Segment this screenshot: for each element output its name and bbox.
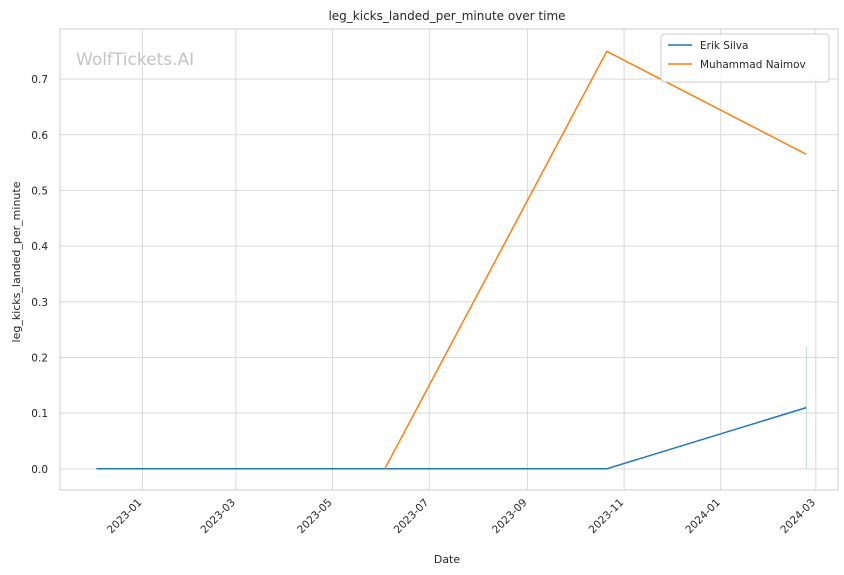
series-line-muhammad-naimov (384, 50, 807, 470)
plot-frame (59, 28, 839, 491)
x-tick-label: 2024-01 (683, 497, 723, 537)
x-tick-label: 2023-11 (587, 497, 627, 537)
x-axis-label: Date (434, 553, 461, 566)
y-axis-label: leg_kicks_landed_per_minute (10, 181, 23, 342)
y-tick-label: 0.4 (31, 241, 48, 253)
series-layer (96, 50, 807, 470)
y-tick-label: 0.6 (31, 130, 48, 142)
grid-lines (60, 29, 838, 490)
legend-label: Erik Silva (700, 40, 748, 52)
legend: Erik Silva Muhammad Naimov (660, 33, 830, 83)
legend-box (660, 33, 830, 83)
y-tick-label: 0.0 (31, 464, 48, 476)
y-tick-label: 0.7 (31, 74, 48, 86)
series-line-erik-silva (96, 406, 807, 470)
x-tick-label: 2024-03 (778, 497, 818, 537)
x-axis-ticks: 2023-01 2023-03 2023-05 2023-07 2023-09 2023-… (105, 497, 818, 537)
x-tick-label: 2023-01 (105, 497, 145, 537)
legend-label: Muhammad Naimov (700, 59, 806, 71)
y-axis-ticks: 0.0 0.1 0.2 0.3 0.4 0.5 0.6 0.7 (31, 74, 48, 476)
x-tick-label: 2023-09 (490, 497, 530, 537)
x-tick-label: 2023-07 (392, 497, 432, 537)
watermark: WolfTickets.AI (76, 50, 194, 70)
x-tick-label: 2023-05 (295, 497, 335, 537)
y-tick-label: 0.3 (31, 297, 48, 309)
x-tick-label: 2023-03 (198, 497, 238, 537)
y-tick-label: 0.5 (31, 185, 48, 197)
y-tick-label: 0.2 (31, 352, 48, 364)
y-tick-label: 0.1 (31, 408, 48, 420)
chart-title: leg_kicks_landed_per_minute over time (328, 9, 565, 23)
